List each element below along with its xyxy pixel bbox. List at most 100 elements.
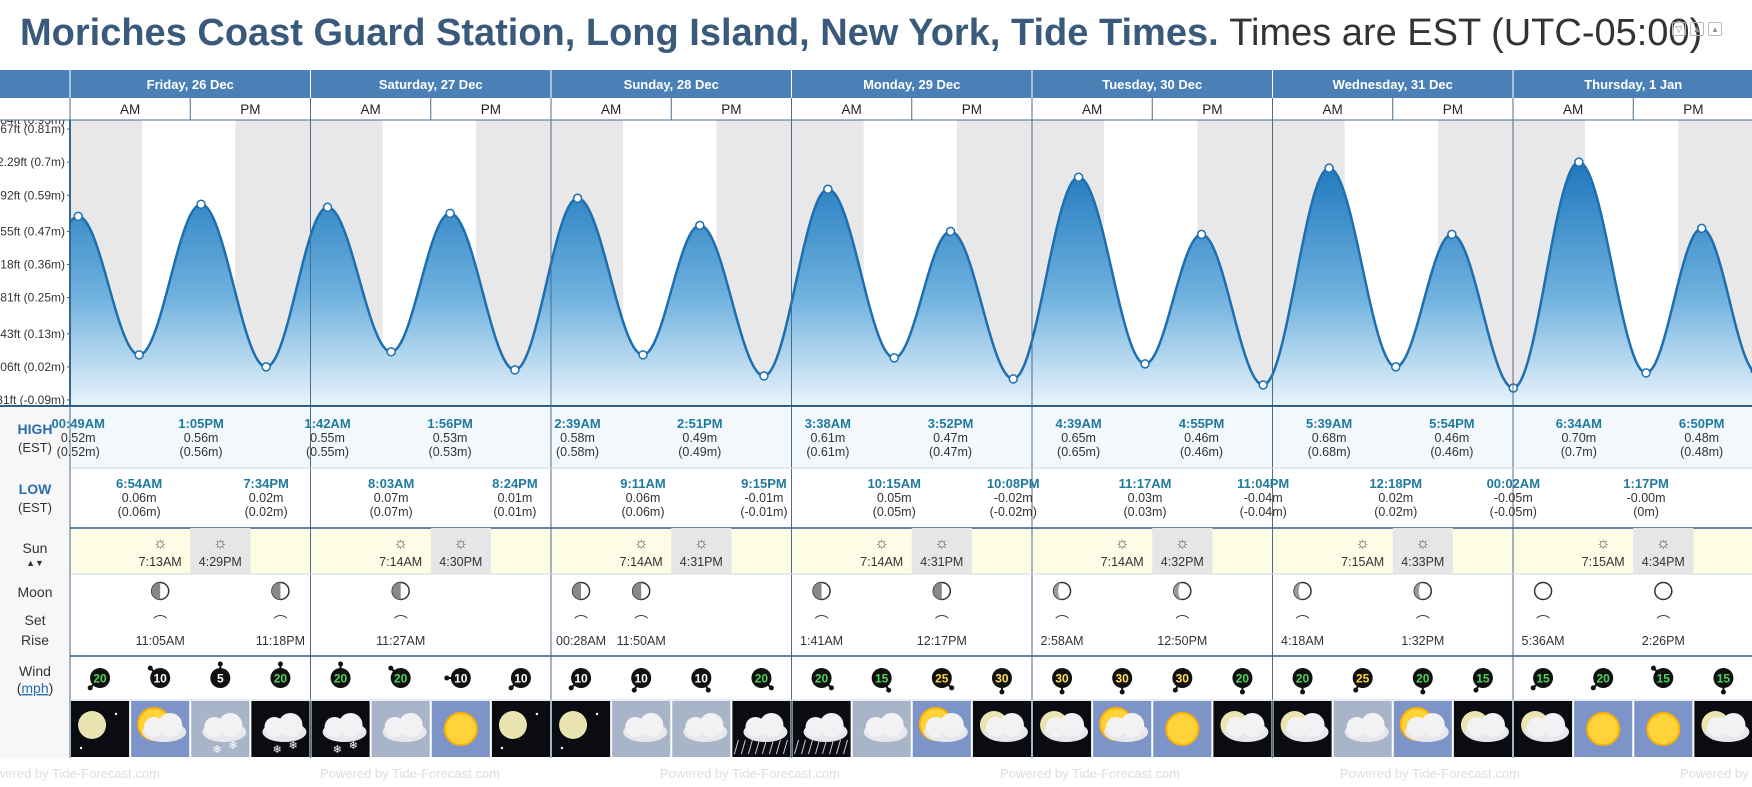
watermark-text: Powered by Tide-Forecast.com [0,766,160,781]
low-tide-time: 6:54AM [116,476,162,491]
moon-time: 1:32PM [1401,634,1444,648]
high-tide-height: 0.61m [811,431,846,445]
thumbs-icon[interactable]: ▽ [1672,22,1686,36]
low-tide-height-paren: (0.06m) [621,505,664,519]
low-tz-label: (EST) [18,500,52,515]
wind-speed: 30 [1116,672,1130,686]
high-tide-height-paren: (0.68m) [1308,445,1351,459]
high-tide-height-paren: (0.46m) [1180,445,1223,459]
am-label: AM [1563,102,1583,117]
high-tide-point [1447,229,1457,240]
low-tide-point [889,353,899,363]
low-tide-height-paren: (0m) [1633,505,1659,519]
low-tide-height-paren: (0.06m) [118,505,161,519]
wind-indicator: 20 [1412,668,1433,695]
sunset-cell-bg [430,528,491,574]
high-tide-point [196,199,206,210]
sunset-cell-bg [1392,528,1453,574]
low-tide-time: 8:03AM [368,476,414,491]
low-tide-height: 0.01m [498,491,533,505]
moonset-icon: ⌒ [815,614,829,630]
y-tick-label: .92ft (0.59m) [0,188,65,202]
high-tide-time: 5:54PM [1429,416,1475,431]
weather-cloud-snow-icon: ❄ ❄ [191,701,250,757]
print-icon[interactable]: ▴ [1708,22,1722,36]
wind-indicator: 20 [811,668,834,691]
high-tide-time: 1:05PM [178,416,224,431]
weather-cloud-icon [371,701,430,757]
high-tide-height: 0.52m [61,431,96,445]
wind-indicator: 20 [751,668,774,691]
low-tide-point [759,371,769,381]
low-tide-height-paren: (0.03m) [1123,505,1166,519]
wind-speed: 10 [635,672,649,686]
wind-indicator: 15 [871,668,892,693]
wind-speed: 20 [1416,672,1430,686]
high-tide-height-paren: (0.58m) [556,445,599,459]
settings-icon[interactable]: ▲ [1690,22,1704,36]
y-tick-label: .81ft (0.25m) [0,291,65,305]
wind-speed: 20 [394,672,408,686]
high-tide-point [695,220,705,231]
wind-indicator: 30 [1172,668,1193,693]
weather-moon-cloud-icon [1213,701,1272,757]
wind-indicator: 25 [931,668,955,691]
low-tide-time: 11:17AM [1119,476,1172,491]
high-tz-label: (EST) [18,440,52,455]
low-tide-height: -0.04m [1244,491,1283,505]
wind-indicator: 20 [1292,668,1313,695]
high-tide-height: 0.48m [1684,431,1719,445]
high-tide-point [322,202,333,213]
high-tide-point [1073,172,1084,182]
moonset-icon: ⌒ [1296,614,1310,630]
wind-indicator: 20 [270,661,291,688]
high-tide-time: 2:51PM [677,416,723,431]
wind-indicator: 30 [1052,668,1073,695]
low-tide-height: -0.02m [994,491,1033,505]
sunrise-icon: ☼ [1355,535,1370,552]
high-tide-time: 3:38AM [805,416,851,431]
moonset-icon: ⌒ [1536,614,1550,630]
high-tide-time: 6:50PM [1679,416,1725,431]
weather-cloud-snow-night-icon: ❄ ❄ [311,701,370,757]
sun-label: Sun [23,540,48,556]
weather-moon-clear-icon [491,701,550,757]
moon-label: Moon [17,584,52,600]
moonset-icon: ⌒ [1055,614,1069,630]
svg-text:❄: ❄ [212,744,221,756]
y-tick-label: 2.29ft (0.7m) [0,155,65,169]
low-tide-height: 0.05m [877,491,912,505]
low-tide-height: -0.00m [1627,491,1666,505]
weather-sun-icon [1574,701,1633,757]
wind-indicator: 15 [1530,668,1554,691]
moon-time: 5:36AM [1522,634,1565,648]
low-tide-point [1140,359,1150,369]
pm-label: PM [721,102,741,117]
wind-indicator: 10 [568,668,592,691]
weather-moon-cloud-icon [1514,701,1573,757]
weather-rain-night-icon [732,701,791,757]
sunrise-time: 7:14AM [620,555,663,569]
moon-phase-icon [812,581,831,601]
title-icons: ▽ ▲ ▴ [1672,22,1722,36]
low-tide-point [1641,368,1651,378]
low-tide-height-paren: (0.07m) [370,505,413,519]
wind-indicator: 20 [388,665,411,688]
wind-indicator: 15 [1650,665,1674,688]
high-tide-time: 4:39AM [1055,416,1101,431]
sunrise-time: 7:15AM [1582,555,1625,569]
sunrise-icon: ☼ [153,535,168,552]
high-tide-height: 0.53m [433,431,468,445]
moon-time: 1:41AM [800,634,843,648]
wind-speed: 15 [1717,672,1731,686]
sunset-cell-bg [1633,528,1694,574]
wind-speed: 20 [334,672,348,686]
moon-phase-icon [1052,581,1072,601]
svg-text:❄: ❄ [349,740,358,752]
wind-speed: 10 [514,672,528,686]
weather-moon-cloud-icon [1273,701,1332,757]
mph-link[interactable]: mph [21,680,48,696]
sunset-icon: ☼ [213,535,228,552]
wind-speed: 10 [154,672,168,686]
high-tide-height-paren: (0.65m) [1057,445,1100,459]
